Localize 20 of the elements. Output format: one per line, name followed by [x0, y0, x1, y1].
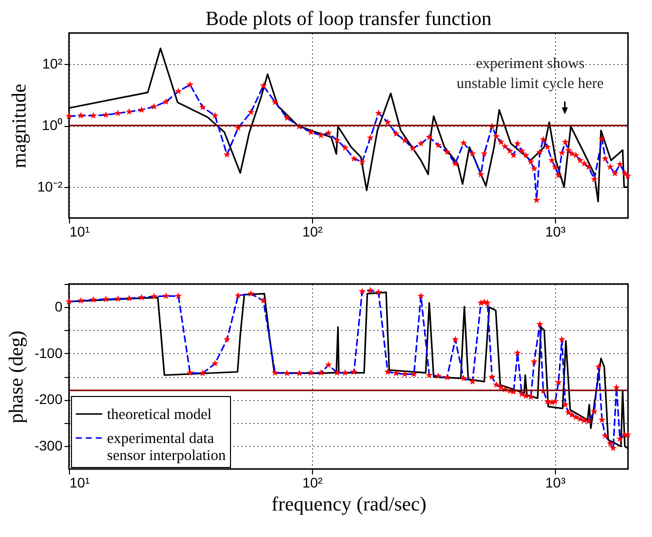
y-tick-label: -200 — [34, 391, 63, 408]
x-tick-label: 10³ — [545, 474, 566, 490]
y-axis-title: magnitude — [8, 84, 30, 168]
y-tick-label: -100 — [34, 344, 63, 361]
x-tick-label: 10¹ — [70, 474, 90, 490]
x-tick-label: 10² — [302, 224, 323, 240]
x-tick-label: 10² — [302, 474, 323, 490]
legend-label: experimental data sensor interpolation — [107, 431, 226, 464]
legend-label: theoretical model — [107, 407, 212, 423]
y-axis-title: phase (deg) — [5, 330, 28, 424]
y-tick-label: 10⁰ — [42, 117, 62, 133]
annotation: experiment shows unstable limit cycle here — [456, 56, 604, 92]
x-tick-label: 10¹ — [70, 224, 90, 240]
y-tick-label: 10⁻² — [37, 178, 63, 195]
y-tick-label: -300 — [34, 437, 63, 454]
y-tick-label: 10² — [42, 55, 63, 72]
x-axis-title: frequency (rad/sec) — [272, 494, 426, 516]
y-tick-label: 0 — [54, 298, 63, 315]
chart-title: Bode plots of loop transfer function — [205, 8, 492, 30]
x-tick-label: 10³ — [545, 224, 566, 240]
